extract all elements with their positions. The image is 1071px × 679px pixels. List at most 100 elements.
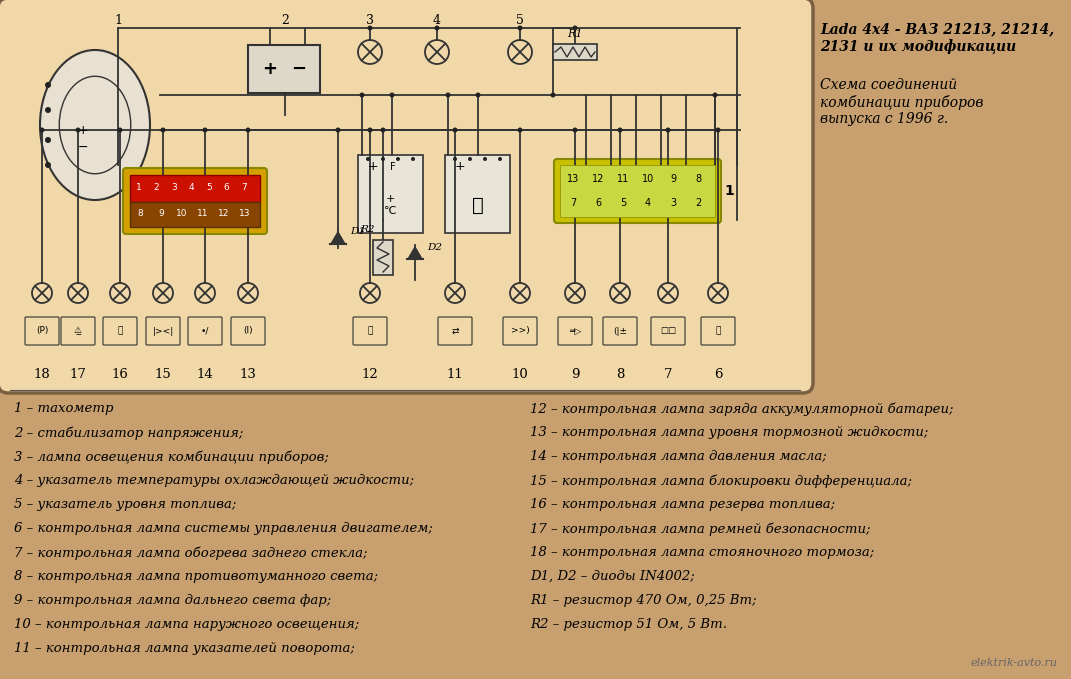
Text: 5: 5 (516, 14, 524, 27)
Circle shape (367, 26, 373, 31)
Circle shape (45, 82, 51, 88)
FancyBboxPatch shape (438, 317, 472, 345)
Text: 2 – стабилизатор напряжения;: 2 – стабилизатор напряжения; (14, 426, 243, 439)
Text: 9: 9 (670, 174, 676, 184)
Polygon shape (408, 247, 422, 259)
Circle shape (618, 128, 622, 132)
Text: 2: 2 (281, 14, 289, 27)
Text: 17: 17 (70, 368, 87, 381)
Text: 7 – контрольная лампа обогрева заднего стекла;: 7 – контрольная лампа обогрева заднего с… (14, 546, 367, 559)
Circle shape (483, 157, 487, 161)
Text: ⇄: ⇄ (451, 327, 458, 335)
Text: 6: 6 (594, 198, 601, 208)
Circle shape (381, 157, 384, 161)
Text: 4: 4 (645, 198, 651, 208)
Text: ═▷: ═▷ (569, 327, 582, 335)
Text: 12: 12 (362, 368, 378, 381)
Text: 7: 7 (664, 368, 673, 381)
Text: ⎓: ⎓ (367, 327, 373, 335)
Text: (|±: (|± (613, 327, 627, 335)
Text: +: + (262, 60, 277, 78)
Circle shape (476, 92, 481, 98)
FancyBboxPatch shape (231, 317, 265, 345)
Text: +: + (455, 160, 465, 174)
Text: −: − (291, 60, 306, 78)
Text: 8: 8 (137, 208, 142, 217)
Text: 3: 3 (670, 198, 676, 208)
Text: 8 – контрольная лампа противотуманного света;: 8 – контрольная лампа противотуманного с… (14, 570, 378, 583)
Text: 15: 15 (154, 368, 171, 381)
Text: ⚠̲: ⚠̲ (74, 327, 82, 335)
Ellipse shape (40, 50, 150, 200)
Text: +
℃: + ℃ (384, 194, 396, 216)
Circle shape (202, 128, 208, 132)
Text: 14 – контрольная лампа давления масла;: 14 – контрольная лампа давления масла; (530, 450, 827, 463)
Circle shape (517, 26, 523, 31)
Text: 11: 11 (617, 174, 629, 184)
Text: 13: 13 (567, 174, 579, 184)
Text: R2: R2 (360, 225, 374, 234)
Circle shape (161, 128, 166, 132)
Text: 9: 9 (159, 208, 164, 217)
Text: 8: 8 (616, 368, 624, 381)
Text: (I): (I) (243, 327, 253, 335)
FancyBboxPatch shape (373, 240, 393, 275)
Circle shape (335, 128, 341, 132)
Text: 4: 4 (188, 183, 194, 193)
Text: 6: 6 (224, 183, 229, 193)
Text: 3: 3 (171, 183, 177, 193)
Text: (P): (P) (35, 327, 48, 335)
Text: 12: 12 (218, 208, 229, 217)
Text: •/: •/ (201, 327, 209, 335)
Text: R1: R1 (568, 29, 583, 39)
Text: 9 – контрольная лампа дальнего света фар;: 9 – контрольная лампа дальнего света фар… (14, 594, 331, 607)
Text: 3 – лампа освещения комбинации приборов;: 3 – лампа освещения комбинации приборов; (14, 450, 329, 464)
Text: 4: 4 (433, 14, 441, 27)
Text: 17 – контрольная лампа ремней безопасности;: 17 – контрольная лампа ремней безопаснос… (530, 522, 871, 536)
Circle shape (453, 128, 457, 132)
Circle shape (712, 92, 718, 98)
Text: ⛽: ⛽ (471, 196, 483, 215)
Circle shape (446, 92, 451, 98)
FancyBboxPatch shape (554, 159, 721, 223)
Text: ⛩: ⛩ (715, 327, 721, 335)
Text: 1: 1 (114, 14, 122, 27)
Text: Lada 4x4 - ВАЗ 21213, 21214,: Lada 4x4 - ВАЗ 21213, 21214, (820, 22, 1054, 36)
FancyBboxPatch shape (560, 165, 715, 217)
FancyBboxPatch shape (103, 317, 137, 345)
Text: ⛽: ⛽ (118, 327, 123, 335)
Text: 11: 11 (447, 368, 464, 381)
Text: 11: 11 (197, 208, 209, 217)
Text: D1: D1 (350, 227, 365, 236)
FancyBboxPatch shape (248, 45, 320, 93)
Text: 14: 14 (197, 368, 213, 381)
FancyBboxPatch shape (503, 317, 537, 345)
Text: 1: 1 (136, 183, 141, 193)
FancyBboxPatch shape (603, 317, 637, 345)
Text: |><|: |><| (152, 327, 174, 335)
Text: −: − (78, 141, 88, 153)
Circle shape (45, 137, 51, 143)
FancyBboxPatch shape (25, 317, 59, 345)
FancyBboxPatch shape (61, 317, 95, 345)
Circle shape (390, 92, 394, 98)
Text: выпуска с 1996 г.: выпуска с 1996 г. (820, 112, 948, 126)
Circle shape (360, 92, 364, 98)
Circle shape (45, 107, 51, 113)
Text: >>): >>) (511, 327, 529, 335)
Circle shape (396, 157, 399, 161)
Text: 8: 8 (695, 174, 702, 184)
FancyBboxPatch shape (651, 317, 685, 345)
Circle shape (45, 162, 51, 168)
Text: elektrik-avto.ru: elektrik-avto.ru (971, 658, 1058, 668)
Text: F: F (390, 162, 396, 172)
FancyBboxPatch shape (553, 44, 597, 60)
Text: 6: 6 (713, 368, 722, 381)
Text: 2: 2 (695, 198, 702, 208)
Circle shape (367, 128, 373, 132)
Text: 12 – контрольная лампа заряда аккумуляторной батареи;: 12 – контрольная лампа заряда аккумулято… (530, 402, 953, 416)
Text: 16: 16 (111, 368, 129, 381)
FancyBboxPatch shape (444, 155, 510, 233)
FancyBboxPatch shape (358, 155, 423, 233)
Text: 15 – контрольная лампа блокировки дифференциала;: 15 – контрольная лампа блокировки диффер… (530, 474, 912, 488)
